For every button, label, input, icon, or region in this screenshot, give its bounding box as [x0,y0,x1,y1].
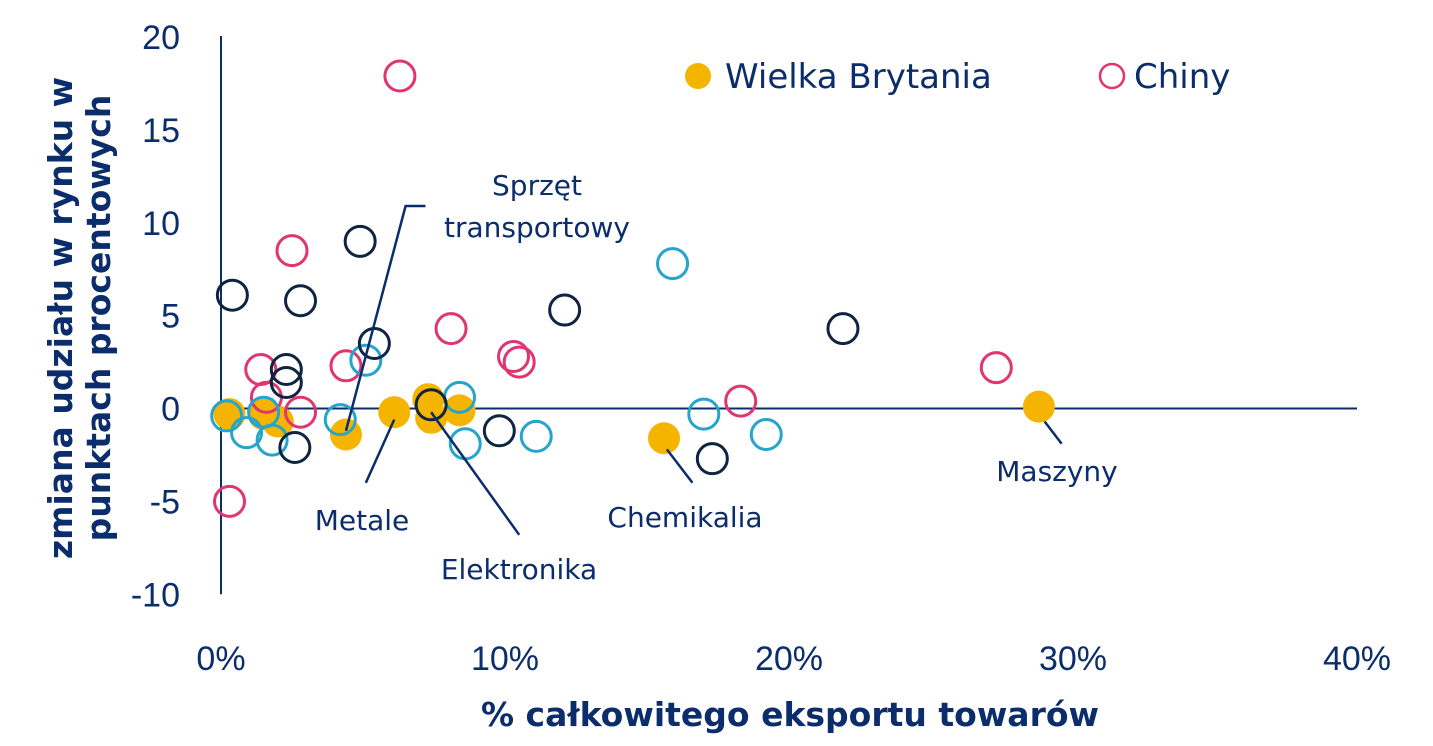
data-point-dark_blue [284,284,318,318]
data-point-light_blue [519,419,553,453]
data-point-dark_blue [343,224,377,258]
y-axis-title-line: zmiana udziału w rynku w [41,77,80,559]
x-axis-title: % całkowitego eksportu towarów [481,695,1099,734]
data-point-china [724,384,758,418]
y-tick-label: 5 [161,298,180,336]
data-point-light_blue [687,397,721,431]
legend-label-uk: Wielka Brytania [725,57,992,97]
data-point-light_blue [210,399,244,433]
annotations: Sprzęt transportowy Metale Elektronika Chemi… [315,169,1118,586]
y-tick-label: -5 [150,483,180,521]
y-tick-label: 20 [142,19,180,57]
data-point-china [497,339,531,373]
y-axis-title: zmiana udziału w rynku w punktach procent… [41,77,118,559]
annotation-label: Metale [315,504,410,537]
data-point-dark_blue [357,326,391,360]
data-point-light_blue [230,416,264,450]
legend-marker-china [1098,62,1126,90]
x-tick-label: 40% [1323,640,1391,678]
annotation-label: transportowy [444,211,630,244]
data-point-dark_blue [548,293,582,327]
data-point-china [275,234,309,268]
y-tick-label: 10 [142,205,180,243]
x-tick-label: 0% [196,640,245,678]
x-tick-label: 30% [1039,640,1107,678]
data-point-light_blue [656,247,690,281]
y-tick-label: -10 [131,576,180,614]
data-point-light_blue [349,343,383,377]
data-point-china [979,351,1013,385]
data-point-dark_blue [278,431,312,465]
y-axis-title-line: punktach procentowych [79,95,118,542]
data-point-china [284,395,318,429]
data-point-dark_blue [215,278,249,312]
data-point-china [329,349,363,383]
annotation-label: Chemikalia [607,501,762,534]
annotation-label: Maszyny [996,455,1118,488]
x-tick-label: 20% [755,640,823,678]
data-point-dark_blue [695,442,729,476]
data-point-light_blue [749,418,783,452]
annotation-leader [1043,420,1063,445]
annotation-leader [665,448,694,484]
data-point-light_blue [255,423,289,457]
axes [220,36,1357,595]
data-point-china [434,312,468,346]
annotation-label: Sprzęt [492,169,582,202]
data-point-dark_blue [269,365,303,399]
data-point-light_blue [323,403,357,437]
data-point-uk [648,422,681,455]
legend-label-china: Chiny [1134,57,1230,97]
y-tick-label: 15 [142,112,180,150]
data-point-dark_blue [269,352,303,386]
x-tick-label: 10% [471,640,539,678]
data-point-china [383,59,417,93]
legend-marker-uk [685,63,711,89]
data-point-uk [415,401,448,434]
data-point-uk [378,396,411,429]
legend: Wielka Brytania Chiny [685,57,1230,97]
annotation-leader [364,419,396,484]
data-point-china [213,484,247,518]
data-point-dark_blue [826,312,860,346]
data-point-uk [1022,390,1055,423]
data-point-dark_blue [414,388,448,422]
data-points [210,59,1055,518]
tick-labels: 20 15 10 5 0 -5 -10 0% 10% 20% 30% 40% [131,19,1391,678]
data-point-china [502,345,536,379]
axis-titles: % całkowitego eksportu towarów zmiana ud… [41,77,1099,734]
annotation-leader [430,411,521,536]
y-tick-label: 0 [161,391,180,429]
data-point-dark_blue [482,414,516,448]
annotation-label: Elektronika [441,553,597,586]
data-point-uk [443,394,476,427]
annotation-leader [344,204,426,432]
